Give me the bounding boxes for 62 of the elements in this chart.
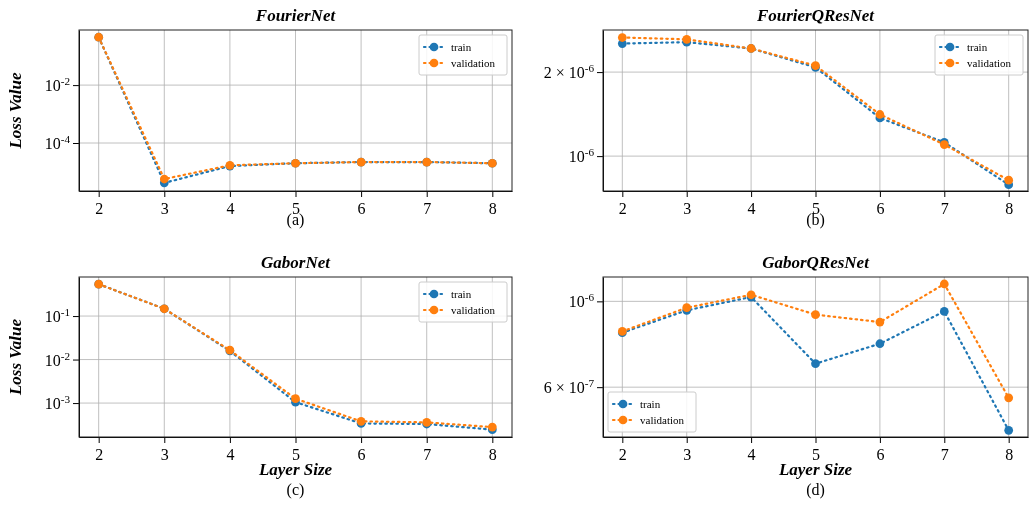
point: [875, 317, 885, 327]
point: [1004, 393, 1014, 403]
text: (d): [806, 481, 825, 499]
x-tick-label: 7: [940, 446, 949, 464]
x-tick-label: 2: [618, 446, 627, 464]
x-tick-label: 8: [1005, 200, 1014, 218]
legend-label: validation: [451, 303, 496, 316]
chart-title: FourierQResNet: [755, 6, 876, 25]
x-tick-label: 7: [940, 200, 949, 218]
x-tick-label: 6: [357, 446, 366, 464]
point: [159, 174, 169, 184]
x-tick-label: 3: [683, 446, 692, 464]
x-tick-label: 8: [1005, 446, 1014, 464]
legend-label: train: [640, 397, 661, 410]
y-tick-label: 10$^{-2}$: [44, 75, 70, 95]
y-axis-title: Loss Value: [6, 318, 25, 397]
chart-title: FourierNet: [254, 6, 337, 25]
x-tick-label: 3: [160, 200, 169, 218]
x-tick-label: 4: [747, 200, 756, 218]
y-tick-label: 10$^{-6}$: [568, 146, 595, 166]
point: [811, 359, 820, 369]
x-tick-label: 2: [618, 200, 627, 218]
x-tick-label: 4: [226, 200, 235, 218]
x-tick-label: 7: [423, 446, 432, 464]
point: [875, 339, 885, 349]
y-axis-title: Loss Value: [6, 72, 25, 150]
y-tick-label: 10$^{-4}$: [44, 133, 71, 153]
x-tick-label: 3: [160, 446, 169, 464]
x-tick-label: 5: [292, 200, 300, 218]
x-tick-label: 2: [95, 446, 104, 464]
chart-title: GaborNet: [261, 253, 332, 272]
x-tick-label: 2: [95, 200, 104, 218]
x-tick-label: 4: [747, 446, 756, 464]
y-tick-label: 10$^{-2}$: [44, 349, 70, 369]
x-tick-label: 6: [876, 446, 885, 464]
legend-label: validation: [967, 56, 1012, 69]
x-tick-label: 8: [488, 446, 497, 464]
y-tick-label: 10$^{-3}$: [44, 393, 71, 413]
point: [1004, 425, 1014, 435]
legend-label: validation: [640, 413, 685, 426]
x-tick-label: 8: [488, 200, 497, 218]
legend-label: validation: [451, 56, 496, 69]
legend-label: train: [451, 287, 472, 300]
y-tick-label: 10$^{-6}$: [568, 291, 595, 311]
x-tick-label: 7: [423, 200, 432, 218]
point: [875, 110, 885, 119]
point: [811, 310, 820, 319]
legend-label: train: [451, 40, 472, 53]
legend-label: train: [967, 40, 988, 53]
point: [939, 307, 949, 316]
x-tick-label: 4: [226, 446, 235, 464]
x-tick-label: 3: [683, 200, 692, 218]
point: [617, 33, 627, 42]
y-tick-label: 10$^{-1}$: [44, 306, 70, 326]
point: [939, 279, 949, 289]
chart-title: GaborQResNet: [762, 253, 871, 272]
x-tick-label: 6: [876, 200, 885, 218]
y-tick-label: 6 × 10$^{-7}$: [543, 377, 595, 397]
text: (c): [286, 481, 305, 499]
point: [1004, 175, 1014, 185]
x-tick-label: 6: [357, 200, 366, 218]
y-tick-label: 2 × 10$^{-6}$: [543, 62, 595, 82]
